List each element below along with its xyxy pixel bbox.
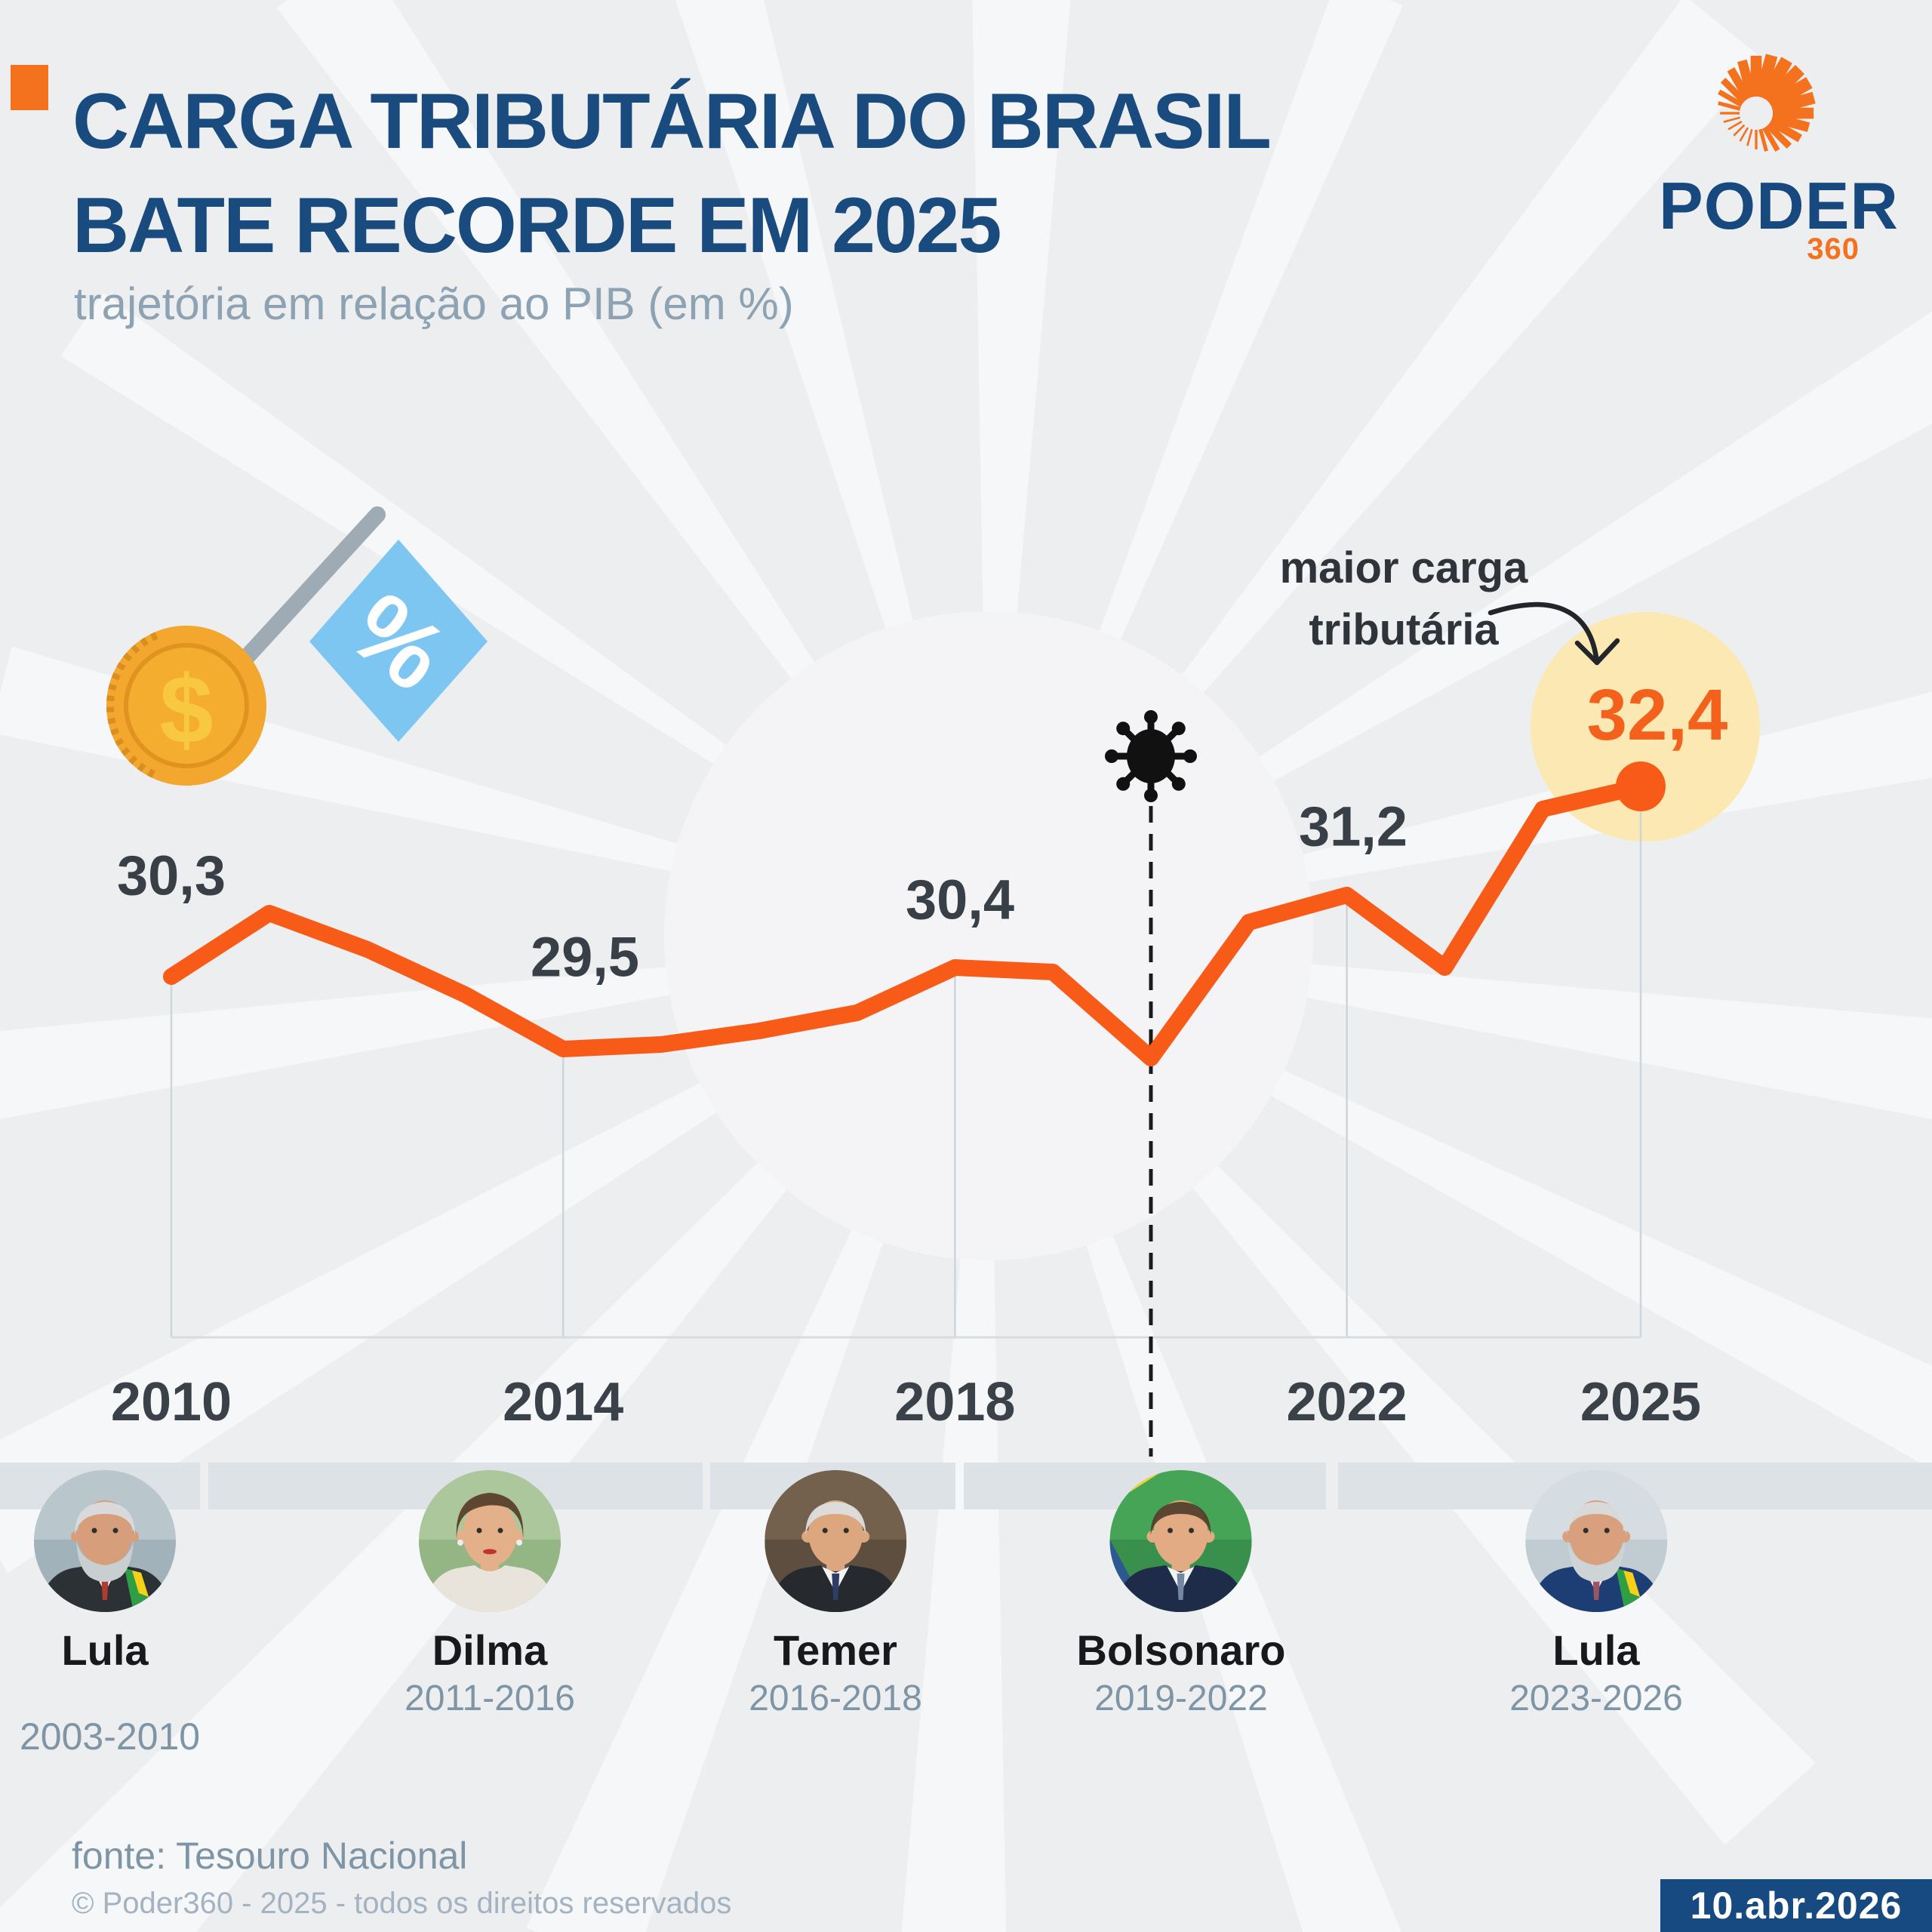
page-title: CARGA TRIBUTÁRIA DO BRASIL BATE RECORDE … [72, 69, 1431, 278]
president-name: Lula [1552, 1626, 1640, 1674]
sunburst-ray [1765, 122, 1792, 149]
president-photo-temer [764, 1470, 906, 1612]
sunburst-ray [1768, 118, 1802, 143]
president-name: Bolsonaro [1076, 1626, 1286, 1674]
president-item-dilma: Dilma 2011-2016 [405, 1470, 575, 1719]
data-label-2014: 29,5 [530, 925, 640, 989]
sunburst-ray [1718, 101, 1741, 111]
sunburst-ray [1718, 89, 1743, 108]
axis-tick-2025: 2025 [1580, 1372, 1702, 1432]
sunburst-ray [1755, 130, 1758, 149]
source-text: fonte: Tesouro Nacional [72, 1835, 468, 1877]
president-term: 2019-2022 [1094, 1678, 1268, 1718]
page-subtitle: trajetória em relação ao PIB (em %) [74, 278, 794, 329]
president-item-lula1: Lula [34, 1470, 176, 1675]
sunburst-ray [1758, 128, 1768, 152]
title-accent-square [11, 65, 48, 110]
data-label-2025: 32,4 [1586, 675, 1728, 755]
axis-tick-2014: 2014 [503, 1372, 624, 1432]
president-term: 2016-2018 [749, 1678, 922, 1718]
record-end-dot [1616, 761, 1666, 811]
sunburst-ray [1720, 112, 1740, 115]
poder360-logo-number: 360 [1807, 232, 1860, 266]
sunburst-ray [1770, 112, 1810, 132]
axis-tick-2010: 2010 [110, 1372, 232, 1432]
president-item-bolsonaro: Bolsonaro 2019-2022 [1076, 1470, 1286, 1719]
poder360-logo-word: PODER [1659, 168, 1899, 243]
president-term: 2003-2010 [20, 1715, 201, 1758]
sunburst-ray [1723, 116, 1741, 123]
president-photo-bolsonaro [1109, 1470, 1252, 1612]
president-name: Dilma [432, 1626, 548, 1674]
sunburst-ray [1746, 128, 1753, 146]
president-photo-lula1 [34, 1470, 176, 1612]
record-annotation-line1: maior carga [1279, 543, 1528, 592]
money-coin-icon: $ [106, 626, 266, 786]
axis-tick-2018: 2018 [894, 1372, 1016, 1432]
record-annotation-line2: tributária [1309, 605, 1499, 655]
president-photo-lula2 [1524, 1470, 1667, 1612]
page-title-line2: BATE RECORDE EM 2025 [72, 182, 1001, 270]
president-photo-dilma [418, 1470, 561, 1612]
data-label-2010: 30,3 [116, 844, 226, 907]
sunburst-ray [1763, 65, 1804, 106]
sunburst-ray [1761, 126, 1780, 152]
sunburst-ray [1727, 67, 1752, 101]
president-item-lula2: Lula 2023-2026 [1509, 1470, 1683, 1719]
money-percent-tax-icon: %$ [106, 506, 488, 786]
covid-virus-icon [1105, 710, 1197, 802]
annotation-arrow-icon [1487, 601, 1620, 666]
sunburst-ray [1758, 57, 1792, 103]
president-term: 2011-2016 [405, 1678, 575, 1718]
sunburst-ray [1720, 77, 1747, 104]
svg-text:$: $ [159, 657, 213, 764]
axis-tick-2022: 2022 [1286, 1372, 1407, 1432]
copyright-text: © Poder360 - 2025 - todos os direitos re… [72, 1887, 732, 1920]
page-title-line1: CARGA TRIBUTÁRIA DO BRASIL [72, 78, 1272, 165]
data-label-2018: 30,4 [905, 868, 1015, 931]
sunburst-ray [1755, 54, 1778, 99]
percent-flag-icon: % [309, 540, 488, 742]
flag-pole [218, 506, 386, 688]
record-highlight-circle [1531, 612, 1760, 841]
tax-burden-line [163, 778, 1649, 1066]
date-badge: 10.abr.2026 [1660, 1879, 1932, 1932]
president-name: Temer [774, 1626, 897, 1674]
poder360-sunburst-icon [1718, 54, 1816, 152]
president-name: Lula [61, 1626, 149, 1674]
svg-text:%: % [331, 571, 467, 712]
president-term: 2023-2026 [1509, 1678, 1683, 1718]
sunburst-ray [1727, 120, 1743, 131]
sunburst-ray [1733, 124, 1746, 137]
record-annotation: maior carga tributária [1177, 537, 1630, 662]
sunburst-ray [1739, 127, 1749, 142]
president-item-temer: Temer 2016-2018 [749, 1470, 922, 1719]
sunburst-ray [1770, 91, 1816, 115]
data-label-2022: 31,2 [1298, 795, 1408, 858]
